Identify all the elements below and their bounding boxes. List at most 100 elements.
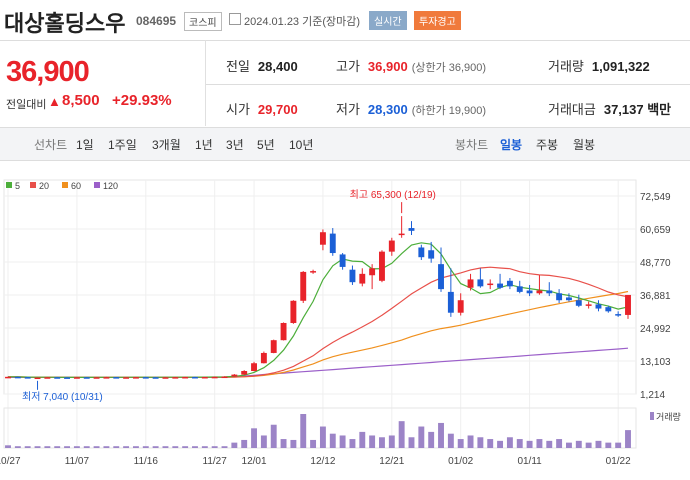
tab-weekly[interactable]: 주봉 [536, 138, 559, 152]
tab-3month[interactable]: 3개월 [152, 138, 181, 152]
volume-bar [162, 446, 169, 448]
volume-bar [447, 433, 454, 448]
stock-code: 084695 [136, 14, 177, 28]
candle-body [270, 340, 277, 353]
candle-body [300, 271, 307, 301]
candle-body [359, 273, 366, 284]
price-chart[interactable]: 72,549 60,659 48,770 36,881 24,992 13,103 1,21… [0, 160, 690, 480]
candle-body [44, 377, 51, 379]
candle-body [329, 233, 336, 254]
tab-line-chart[interactable]: 선차트 [34, 138, 68, 152]
candle-body [64, 377, 70, 379]
volume-bar [408, 437, 415, 448]
volume-legend-label: 거래량 [656, 411, 681, 422]
up-arrow-icon: ▲ [48, 94, 61, 109]
open-label: 시가 [226, 102, 250, 117]
volume-bar [615, 442, 622, 448]
volume-bar [73, 446, 80, 448]
y-tick-label: 48,770 [640, 258, 671, 269]
candle-body [625, 294, 631, 315]
candle-body [201, 376, 208, 379]
low-value: 28,300 [367, 102, 408, 117]
volume-bar [625, 430, 631, 448]
low-label: 저가 [336, 102, 360, 117]
volume-bar [575, 440, 582, 448]
volume-bar [221, 446, 228, 448]
volume-bar [546, 440, 553, 448]
volume-bar [438, 422, 444, 448]
volume-bar [329, 433, 336, 448]
candle-body [24, 377, 31, 379]
high-annotation: 최고 65,300 (12/19) [350, 189, 436, 201]
y-tick-label: 60,659 [640, 225, 671, 236]
candle-body [83, 377, 90, 379]
volume-bar [132, 446, 139, 448]
change-label: 전일대비 [6, 99, 47, 111]
candle-body [73, 377, 80, 379]
open-price: 시가 29,700 [226, 99, 298, 118]
volume-bar [566, 442, 572, 448]
candle-body [418, 247, 425, 258]
high-label: 고가 [336, 59, 360, 74]
candle-body [566, 297, 572, 301]
legend-label: 60 [71, 181, 81, 191]
tab-5year[interactable]: 5년 [257, 138, 275, 152]
candle-body [93, 377, 100, 379]
tab-1week[interactable]: 1주일 [108, 138, 137, 152]
volume-bar [103, 446, 110, 448]
candle-body [103, 377, 110, 379]
volume-bar [428, 431, 435, 448]
legend-swatch [30, 182, 36, 188]
realtime-button[interactable]: 실시간 [369, 11, 407, 30]
divider [206, 84, 690, 85]
tab-daily[interactable]: 일봉 [500, 138, 523, 152]
x-tick-label: 12/01 [242, 456, 267, 467]
candle-body [113, 377, 120, 379]
candle-body [438, 264, 444, 290]
candle-body [34, 377, 41, 380]
legend-swatch [62, 182, 68, 188]
tab-candle-chart[interactable]: 봉차트 [455, 138, 489, 152]
tab-1day[interactable]: 1일 [76, 138, 94, 152]
candle-body [516, 286, 523, 292]
trade-value-stat: 거래대금 37,137 백만 [548, 99, 671, 118]
candle-body [182, 376, 189, 379]
candle-body [192, 376, 198, 379]
volume-bar [290, 439, 297, 448]
candle-body [54, 377, 61, 379]
volume-bar [172, 446, 179, 448]
candle-body [319, 232, 326, 245]
volume-bar [270, 424, 277, 448]
volume-bar [123, 446, 130, 448]
divider [0, 40, 690, 41]
candle-body [290, 300, 297, 323]
volume-bar [14, 446, 21, 448]
volume-bar [477, 437, 484, 448]
x-tick-label: 11/27 [203, 456, 228, 467]
high-price: 고가 36,900 (상한가 36,900) [336, 56, 486, 75]
tab-3year[interactable]: 3년 [226, 138, 244, 152]
volume-bar [418, 426, 425, 448]
volume-bar [497, 440, 504, 448]
x-tick-label: 12/12 [310, 456, 335, 467]
volume-bar [251, 428, 257, 448]
candle-body [526, 290, 533, 294]
volume-bar [605, 442, 612, 448]
tab-1year[interactable]: 1년 [195, 138, 213, 152]
candle-body [172, 377, 179, 379]
candle-body [379, 251, 385, 281]
candle-body [447, 291, 454, 313]
tab-monthly[interactable]: 월봉 [573, 138, 596, 152]
volume-bar [182, 446, 189, 448]
candle-body [369, 268, 376, 276]
investment-warning-badge: 투자경고 [414, 11, 461, 30]
y-tick-label: 24,992 [640, 324, 671, 335]
volume-bar [300, 414, 307, 448]
candle-body [556, 293, 563, 301]
tab-10year[interactable]: 10년 [289, 138, 314, 152]
x-tick-label: 01/22 [606, 456, 631, 467]
high-value: 36,900 [367, 59, 408, 74]
candle-body [310, 271, 317, 273]
candle-body [536, 290, 543, 294]
candle-body [280, 322, 287, 341]
